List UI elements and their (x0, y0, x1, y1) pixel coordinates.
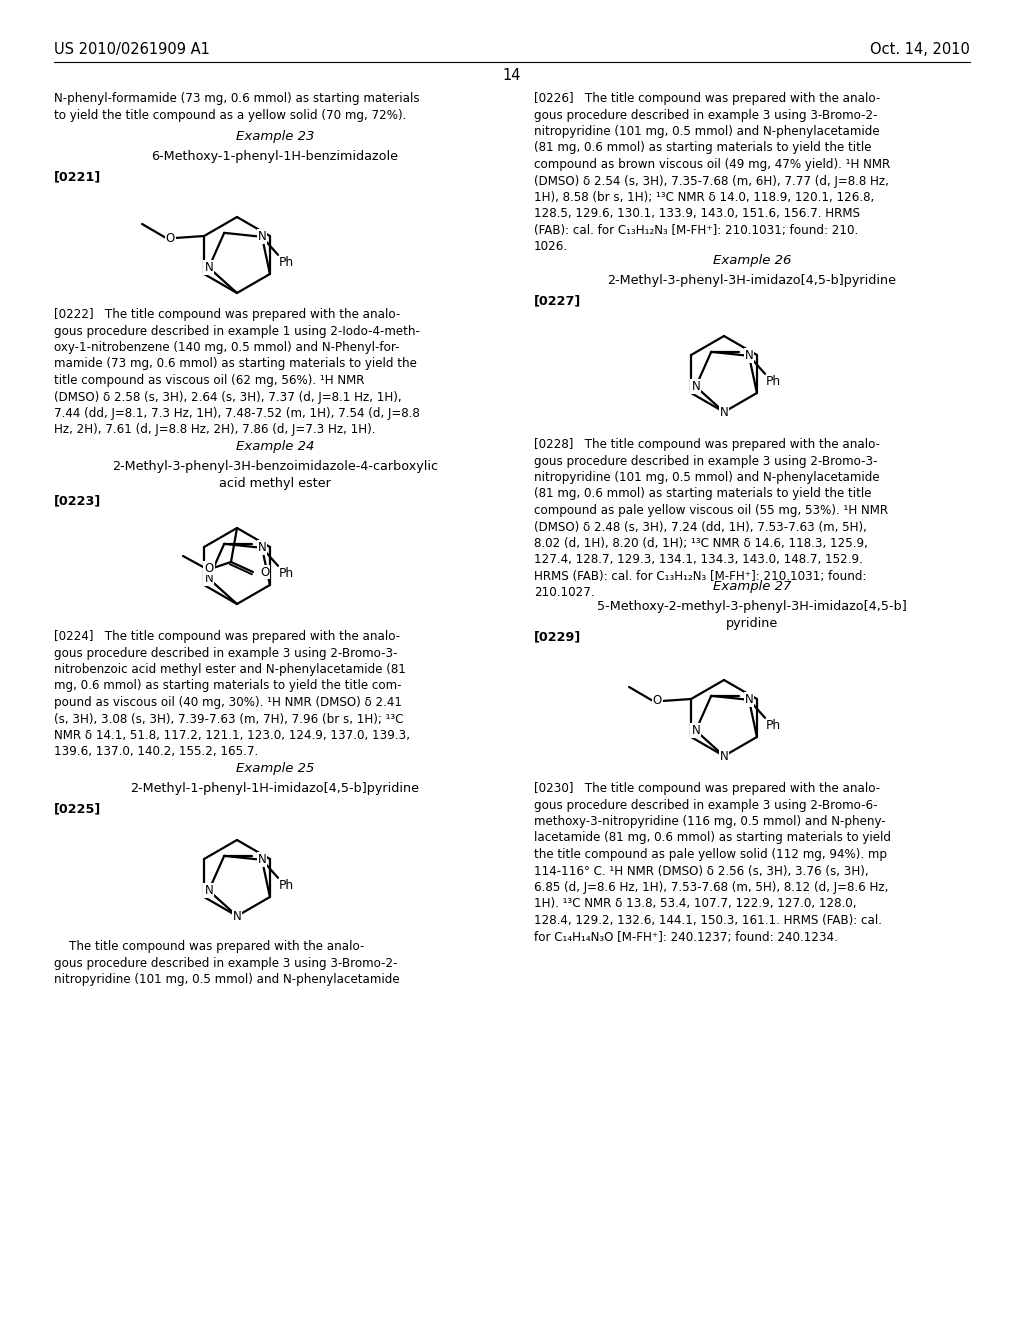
Text: N: N (258, 230, 266, 243)
Text: N: N (720, 750, 728, 763)
Text: [0223]: [0223] (54, 494, 101, 507)
Text: [0224]   The title compound was prepared with the analo-
gous procedure describe: [0224] The title compound was prepared w… (54, 630, 410, 759)
Text: [0221]: [0221] (54, 170, 101, 183)
Text: 2-Methyl-1-phenyl-1H-imidazo[4,5-b]pyridine: 2-Methyl-1-phenyl-1H-imidazo[4,5-b]pyrid… (130, 781, 420, 795)
Text: O: O (260, 565, 269, 578)
Text: Oct. 14, 2010: Oct. 14, 2010 (870, 42, 970, 57)
Text: Example 23: Example 23 (236, 129, 314, 143)
Text: N: N (744, 350, 754, 362)
Text: 14: 14 (503, 69, 521, 83)
Text: [0227]: [0227] (534, 294, 582, 308)
Text: US 2010/0261909 A1: US 2010/0261909 A1 (54, 42, 210, 57)
Text: [0230]   The title compound was prepared with the analo-
gous procedure describe: [0230] The title compound was prepared w… (534, 781, 891, 944)
Text: Ph: Ph (279, 256, 294, 269)
Text: Ph: Ph (279, 879, 294, 892)
Text: N: N (205, 261, 213, 275)
Text: 5-Methoxy-2-methyl-3-phenyl-3H-imidazo[4,5-b]
pyridine: 5-Methoxy-2-methyl-3-phenyl-3H-imidazo[4… (597, 601, 907, 630)
Text: N: N (232, 909, 242, 923)
Text: 2-Methyl-3-phenyl-3H-benzoimidazole-4-carboxylic
acid methyl ester: 2-Methyl-3-phenyl-3H-benzoimidazole-4-ca… (112, 459, 438, 490)
Text: Example 25: Example 25 (236, 762, 314, 775)
Text: N-phenyl-formamide (73 mg, 0.6 mmol) as starting materials
to yield the title co: N-phenyl-formamide (73 mg, 0.6 mmol) as … (54, 92, 420, 121)
Text: The title compound was prepared with the analo-
gous procedure described in exam: The title compound was prepared with the… (54, 940, 399, 986)
Text: Ph: Ph (766, 719, 781, 731)
Text: [0225]: [0225] (54, 803, 101, 814)
Text: 6-Methoxy-1-phenyl-1H-benzimidazole: 6-Methoxy-1-phenyl-1H-benzimidazole (152, 150, 398, 162)
Text: Example 27: Example 27 (713, 579, 792, 593)
Text: O: O (652, 694, 662, 708)
Text: O: O (205, 561, 214, 574)
Text: N: N (258, 853, 266, 866)
Text: N: N (744, 693, 754, 706)
Text: Ph: Ph (766, 375, 781, 388)
Text: N: N (205, 572, 213, 585)
Text: O: O (166, 231, 175, 244)
Text: 2-Methyl-3-phenyl-3H-imidazo[4,5-b]pyridine: 2-Methyl-3-phenyl-3H-imidazo[4,5-b]pyrid… (607, 275, 896, 286)
Text: [0222]   The title compound was prepared with the analo-
gous procedure describe: [0222] The title compound was prepared w… (54, 308, 420, 437)
Text: [0226]   The title compound was prepared with the analo-
gous procedure describe: [0226] The title compound was prepared w… (534, 92, 890, 253)
Text: N: N (205, 884, 213, 898)
Text: Ph: Ph (279, 566, 294, 579)
Text: N: N (720, 405, 728, 418)
Text: N: N (691, 380, 700, 393)
Text: [0228]   The title compound was prepared with the analo-
gous procedure describe: [0228] The title compound was prepared w… (534, 438, 888, 599)
Text: N: N (258, 541, 266, 554)
Text: Example 26: Example 26 (713, 253, 792, 267)
Text: [0229]: [0229] (534, 630, 582, 643)
Text: N: N (691, 725, 700, 737)
Text: Example 24: Example 24 (236, 440, 314, 453)
